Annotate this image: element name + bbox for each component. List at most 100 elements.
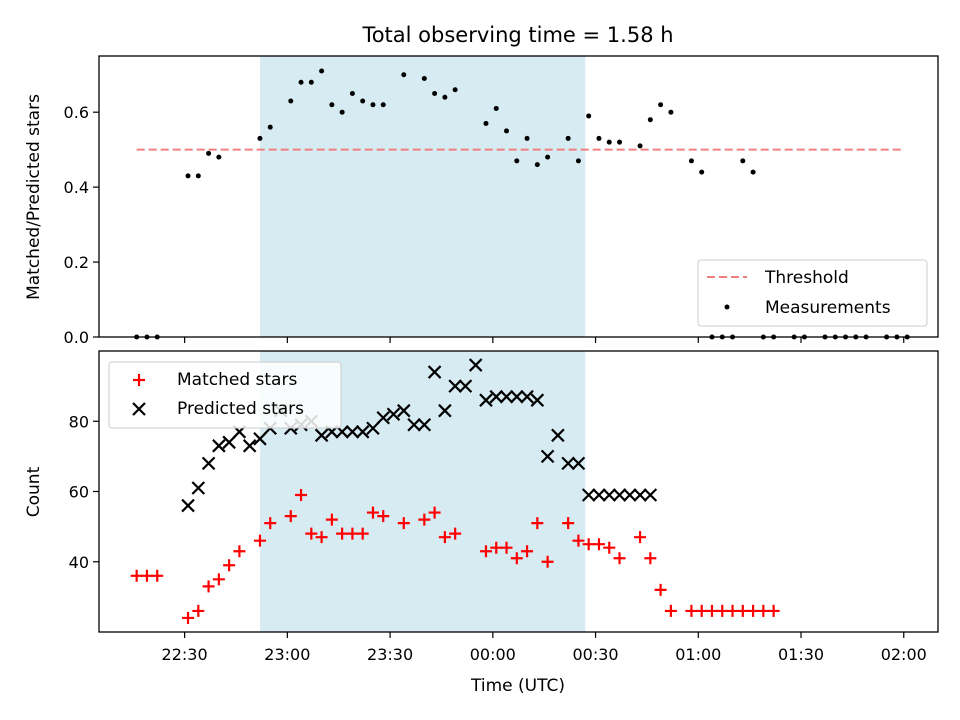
measurement-point (452, 87, 458, 93)
x-tick-label: 23:30 (367, 645, 413, 664)
bottom-y-axis-label: Count (24, 466, 44, 517)
measurement-point (339, 109, 345, 115)
matched-star-point (726, 604, 739, 617)
chart-title: Total observing time = 1.58 h (361, 23, 673, 47)
matched-star-point (736, 604, 749, 617)
measurement-point (319, 68, 325, 74)
predicted-star-point (345, 425, 360, 439)
top-measurement-points (134, 68, 910, 340)
legend-measurements-label: Measurements (765, 298, 891, 318)
measurement-point (750, 169, 756, 175)
top-plot-frame (98, 55, 939, 338)
predicted-star-point (201, 456, 216, 471)
matched-star-point (305, 527, 318, 540)
measurement-point (514, 158, 520, 164)
measurement-point (688, 158, 694, 164)
matched-star-point (202, 580, 215, 593)
measurement-point (288, 98, 294, 104)
measurement-point (524, 135, 530, 141)
matched-star-point (336, 527, 349, 540)
predicted-star-point (366, 421, 380, 436)
measurement-point (740, 158, 746, 164)
measurement-point (360, 98, 366, 104)
measurement-point (483, 120, 489, 126)
predicted-star-point (571, 456, 586, 471)
matched-star-point (716, 604, 729, 617)
measurement-point (565, 135, 571, 141)
matched-star-point (695, 604, 708, 617)
measurement-point (267, 124, 273, 130)
predicted-star-point (551, 428, 565, 443)
measurement-point (432, 90, 438, 96)
x-tick-label: 02:00 (881, 645, 927, 664)
matched-star-point (192, 604, 205, 617)
measurement-point (534, 162, 540, 168)
matched-star-point (705, 604, 718, 617)
y-tick-label: 0.2 (64, 253, 89, 272)
measurement-point (421, 75, 427, 81)
predicted-star-point (489, 389, 504, 404)
bottom-legend: Matched stars Predicted stars (108, 361, 342, 429)
predicted-star-point (520, 389, 534, 404)
measurement-point (575, 158, 581, 164)
matched-star-point (531, 517, 544, 530)
matched-star-point (325, 513, 338, 526)
measurement-point (185, 173, 191, 179)
x-tick-label: 00:00 (470, 645, 516, 664)
top-y-axis-label: Matched/Predicted stars (24, 94, 44, 300)
measurement-point (349, 90, 355, 96)
matched-star-point (315, 531, 328, 544)
x-tick-label: 22:30 (162, 645, 208, 664)
y-tick-label: 80 (69, 412, 89, 431)
matched-star-point (603, 541, 616, 554)
measurement-point (442, 94, 448, 100)
matched-star-point (212, 573, 225, 586)
predicted-star-point (417, 417, 432, 432)
legend-predicted-swatch (132, 402, 146, 416)
predicted-star-point (427, 365, 442, 379)
x-tick-label: 00:30 (572, 645, 618, 664)
measurement-point (699, 169, 705, 175)
predicted-star-point (612, 488, 627, 502)
bottom-legend-box (108, 361, 342, 429)
predicted-star-point (222, 435, 236, 450)
matched-star-point (685, 604, 698, 617)
predicted-star-point (407, 417, 421, 432)
measurement-point (617, 139, 623, 145)
measurement-point (370, 102, 376, 108)
matched-star-point (233, 545, 246, 558)
matched-star-point (295, 489, 308, 502)
measurement-point (195, 173, 201, 179)
predicted-star-point (602, 488, 617, 502)
matched-star-point (140, 569, 153, 582)
bottom-y-axis-ticks: 40 60 80 (69, 412, 99, 572)
legend-threshold-label: Threshold (764, 268, 849, 288)
matched-star-point (490, 541, 503, 554)
predicted-star-point (253, 432, 267, 446)
measurement-point (658, 102, 664, 108)
matched-star-point (356, 527, 369, 540)
predicted-star-point (458, 379, 473, 393)
y-tick-label: 0.0 (64, 328, 89, 347)
matched-star-point (634, 531, 647, 544)
matched-star-point (284, 510, 297, 523)
matched-star-point (479, 545, 492, 558)
top-shaded-interval (259, 56, 586, 337)
y-tick-label: 60 (69, 483, 89, 502)
predicted-star-point (643, 488, 658, 502)
legend-predicted-label: Predicted stars (177, 399, 304, 419)
matched-star-point (613, 552, 626, 565)
measurement-point (206, 150, 212, 156)
matched-star-point (747, 604, 760, 617)
matched-star-point (264, 517, 277, 530)
matched-star-point (438, 531, 451, 544)
bottom-x-axis-ticks: 22:30 23:00 23:30 00:00 00:30 01:00 01:30 02:00 (162, 632, 927, 664)
legend-matched-swatch (133, 374, 145, 386)
top-x-axis-ticks (184, 337, 905, 343)
measurement-point (545, 154, 551, 160)
matched-star-point (572, 534, 585, 547)
matched-star-point (366, 506, 379, 519)
measurement-point (329, 102, 335, 108)
matched-star-point (253, 534, 266, 547)
